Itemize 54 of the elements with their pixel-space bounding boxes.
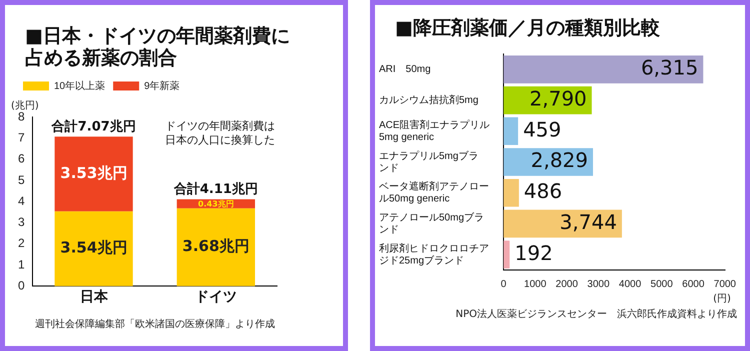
y-tick-label: 5 bbox=[18, 172, 25, 187]
x-tick-label: 5000 bbox=[650, 278, 674, 290]
chart-title: ■日本・ドイツの年間薬剤費に占める新薬の割合 bbox=[25, 25, 291, 69]
y-tick-label: エナラプリル5mgブランド bbox=[379, 150, 478, 174]
data-label: 459 bbox=[523, 117, 562, 142]
y-tick-label: 1 bbox=[18, 257, 25, 272]
y-tick-label: 3 bbox=[18, 215, 25, 230]
x-tick-label: ドイツ bbox=[194, 288, 237, 304]
x-tick-label: 4000 bbox=[618, 278, 642, 290]
y-tick-label: 8 bbox=[18, 109, 25, 124]
y-tick-label: 利尿剤ヒドロクロロチアジド25mgブランド bbox=[379, 242, 489, 266]
x-tick-label: 3000 bbox=[587, 278, 610, 290]
data-label: 6,315 bbox=[640, 56, 698, 80]
y-tick-label: 6 bbox=[18, 152, 25, 166]
x-axis-title: (円) bbox=[713, 294, 731, 305]
annotation: ドイツの年間薬剤費は日本の人口に換算した bbox=[165, 119, 275, 146]
chart-title: ■降圧剤薬価／月の種類別比較 bbox=[395, 17, 661, 39]
total-label: 合計7.07兆円 bbox=[50, 118, 136, 135]
legend-label: 9年新薬 bbox=[144, 80, 180, 92]
data-label: 3,744 bbox=[560, 210, 617, 234]
legend-label: 10年以上薬 bbox=[54, 80, 106, 92]
text: NPO法人医薬ビジランスセンター 浜六郎氏作成資料より作成 bbox=[454, 308, 738, 321]
data-label: 2,790 bbox=[530, 86, 587, 110]
data-label: 3.54兆円 bbox=[60, 238, 128, 257]
data-label: 192 bbox=[514, 240, 553, 265]
bar bbox=[504, 56, 704, 84]
y-tick-label: アテノロール50mgブランド bbox=[379, 211, 484, 236]
bar bbox=[504, 240, 510, 268]
data-label: 2,829 bbox=[530, 148, 588, 172]
bar bbox=[504, 117, 518, 146]
y-axis-title: (兆円) bbox=[11, 100, 39, 112]
bar bbox=[54, 211, 133, 286]
y-tick-label: 7 bbox=[18, 130, 25, 144]
y-tick-label: ARI 50mg bbox=[379, 64, 431, 76]
data-label: 486 bbox=[524, 179, 562, 204]
y-tick-label: カルシウム拮抗剤5mg bbox=[379, 94, 478, 106]
x-tick-label: 1000 bbox=[524, 278, 547, 290]
x-tick-label: 7000 bbox=[714, 278, 736, 290]
bar bbox=[504, 178, 519, 207]
text: 週刊社会保障編集部「欧米諸国の医療保障」より作成 bbox=[34, 318, 276, 331]
x-tick-label: 2000 bbox=[556, 278, 578, 290]
bar bbox=[176, 208, 256, 286]
data-label: 0.43兆円 bbox=[198, 199, 234, 208]
y-tick-label: ACE阻害剤エナラプリル5mg generic bbox=[379, 118, 490, 143]
x-tick-label: 0 bbox=[500, 278, 507, 290]
x-tick-label: 日本 bbox=[80, 288, 109, 304]
data-label: 3.68兆円 bbox=[182, 237, 250, 256]
x-tick-label: 6000 bbox=[682, 278, 705, 290]
y-tick-label: 4 bbox=[18, 194, 25, 208]
bar bbox=[54, 136, 133, 212]
data-label: 3.53兆円 bbox=[60, 164, 128, 182]
total-label: 合計4.11兆円 bbox=[172, 181, 258, 198]
y-tick-label: 2 bbox=[18, 236, 25, 250]
y-tick-label: ベータ遮断剤アテノロール50mg generic bbox=[379, 180, 489, 205]
